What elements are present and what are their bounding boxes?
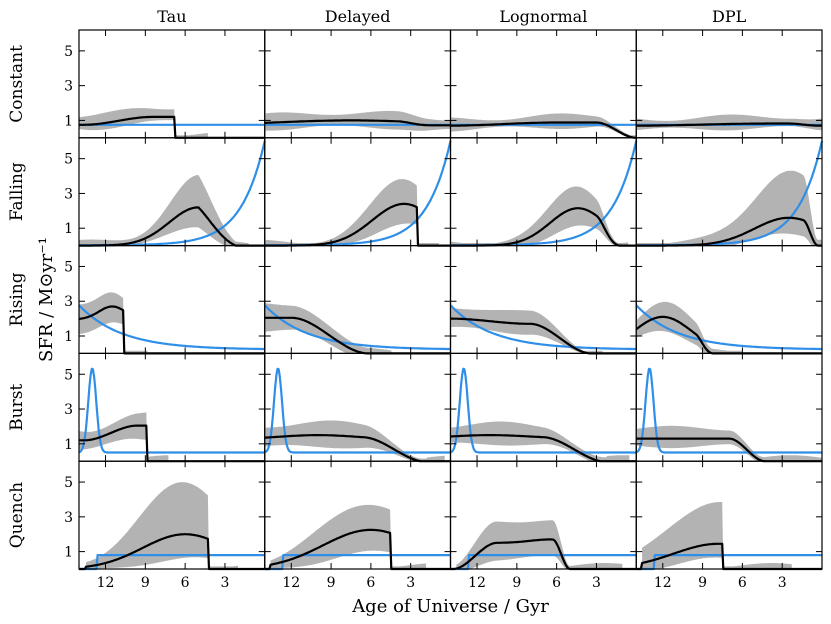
y-tick-label: 3 — [64, 402, 73, 418]
posterior-band-r4-c2 — [456, 520, 623, 569]
x-tick-label: 12 — [654, 575, 672, 591]
x-tick-label: 9 — [327, 575, 336, 591]
true-sfh-line-r4-c0 — [79, 553, 265, 571]
true-sfh-line-r2-c2 — [449, 304, 637, 351]
posterior-band-r3-c1 — [264, 420, 445, 462]
y-tick-label: 5 — [64, 367, 73, 383]
fitted-sfh-line-r0-c3 — [636, 122, 822, 127]
x-tick-label: 9 — [141, 575, 150, 591]
panel-frame-r3-c2 — [449, 352, 637, 462]
x-tick-label: 9 — [512, 575, 521, 591]
y-tick-label: 1 — [64, 545, 73, 561]
x-tick-label: 3 — [406, 575, 415, 591]
posterior-band-r2-c1 — [264, 303, 392, 354]
fitted-sfh-line-r0-c1 — [264, 119, 451, 127]
true-sfh-line-r3-c0 — [78, 367, 265, 454]
x-tick-label: 3 — [592, 575, 601, 591]
posterior-band-r3-c0 — [79, 412, 169, 462]
posterior-band-r4-c3 — [642, 502, 792, 569]
posterior-band-r3-c2 — [450, 421, 630, 462]
column-title-dpl: DPL — [712, 7, 747, 26]
x-tick-label: 6 — [738, 575, 747, 591]
true-sfh-line-r2-c0 — [78, 304, 265, 351]
fitted-sfh-line-r0-c2 — [450, 121, 637, 139]
panel-frame-r2-c2 — [449, 245, 637, 355]
true-sfh-line-r3-c3 — [635, 367, 822, 454]
posterior-band-r3-c3 — [636, 425, 822, 462]
y-tick-label: 3 — [64, 186, 73, 202]
x-tick-label: 6 — [552, 575, 561, 591]
y-tick-label: 5 — [64, 44, 73, 60]
x-tick-label: 12 — [468, 575, 486, 591]
posterior-band-r0-c0 — [79, 108, 208, 138]
posterior-band-r2-c0 — [79, 292, 148, 354]
true-sfh-line-r3-c2 — [450, 367, 637, 454]
y-tick-label: 5 — [64, 152, 73, 168]
x-axis-label: Age of Universe / Gyr — [351, 596, 549, 617]
posterior-band-r1-c1 — [264, 179, 439, 246]
y-tick-label: 5 — [64, 259, 73, 275]
x-tick-label: 9 — [698, 575, 707, 591]
y-tick-label: 1 — [64, 113, 73, 129]
x-tick-label: 12 — [97, 575, 115, 591]
true-sfh-line-r4-c1 — [264, 553, 451, 571]
posterior-band-r2-c3 — [636, 301, 742, 354]
x-tick-label: 12 — [282, 575, 300, 591]
true-sfh-line-r4-c2 — [450, 553, 637, 571]
posterior-band-r1-c2 — [450, 186, 629, 246]
y-tick-label: 3 — [64, 79, 73, 95]
column-title-lognormal: Lognormal — [499, 7, 587, 26]
row-label-constant: Constant — [7, 45, 27, 123]
posterior-band-r1-c0 — [79, 175, 249, 246]
posterior-band-r4-c0 — [86, 482, 238, 569]
row-label-burst: Burst — [7, 384, 27, 431]
row-label-quench: Quench — [7, 482, 27, 548]
true-sfh-line-r2-c3 — [635, 304, 822, 351]
x-tick-label: 6 — [366, 575, 375, 591]
y-tick-label: 3 — [64, 510, 73, 526]
y-axis-label: SFR / M⊙yr⁻¹ — [36, 237, 57, 362]
posterior-band-r0-c3 — [636, 114, 822, 131]
x-tick-label: 6 — [181, 575, 190, 591]
y-tick-label: 3 — [64, 294, 73, 310]
y-tick-label: 1 — [64, 221, 73, 237]
panel-frame-r4-c3 — [635, 460, 823, 570]
true-sfh-line-r2-c1 — [263, 304, 451, 351]
x-tick-label: 3 — [220, 575, 229, 591]
column-title-delayed: Delayed — [325, 7, 391, 26]
y-tick-label: 1 — [64, 329, 73, 345]
row-label-rising: Rising — [7, 272, 27, 326]
panel-frame-r2-c3 — [635, 245, 823, 355]
row-label-falling: Falling — [7, 162, 27, 221]
y-tick-label: 1 — [64, 437, 73, 453]
column-title-tau: Tau — [157, 7, 186, 26]
y-tick-label: 5 — [64, 475, 73, 491]
true-sfh-line-r3-c1 — [264, 367, 451, 454]
panel-frame-r2-c1 — [264, 245, 452, 355]
x-tick-label: 3 — [778, 575, 787, 591]
posterior-band-r1-c3 — [636, 170, 822, 246]
panel-frame-r3-c0 — [78, 352, 266, 462]
